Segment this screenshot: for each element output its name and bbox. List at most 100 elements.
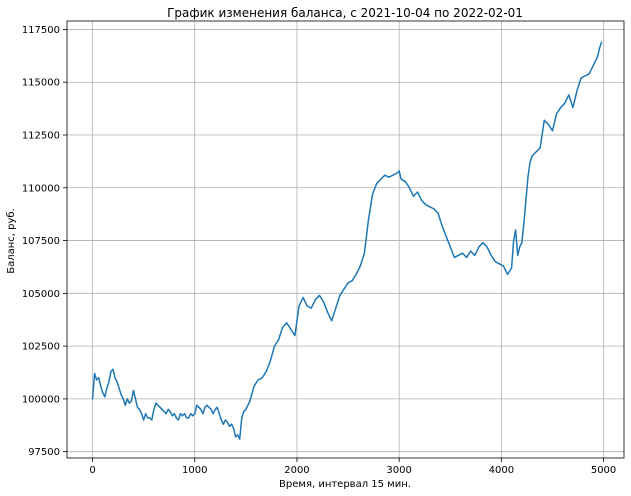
data-point [529, 161, 531, 164]
data-point [110, 370, 112, 373]
data-point [408, 187, 410, 189]
data-point [531, 155, 533, 157]
data-point [600, 41, 603, 43]
data-point [143, 419, 145, 421]
data-point [232, 427, 235, 430]
data-point [245, 408, 247, 411]
data-point [376, 182, 378, 185]
data-point [145, 413, 147, 415]
data-point [188, 417, 190, 419]
data-point [218, 413, 220, 415]
data-point [584, 75, 586, 77]
data-point [474, 254, 476, 256]
data-point [206, 404, 208, 406]
data-point [147, 417, 149, 419]
data-point [539, 147, 541, 149]
data-point [175, 417, 177, 419]
data-point [282, 326, 284, 328]
x-tick-label: 1000 [182, 465, 207, 476]
data-point [525, 199, 527, 202]
data-point [318, 294, 321, 297]
data-point [261, 377, 263, 379]
data-point [224, 419, 227, 421]
data-point [523, 223, 525, 225]
data-point [517, 254, 519, 256]
data-point [441, 225, 443, 227]
data-point [314, 299, 316, 301]
data-point [580, 77, 582, 79]
data-point [482, 242, 484, 244]
data-point [98, 377, 100, 379]
data-point [226, 421, 229, 423]
data-point [132, 389, 135, 392]
data-point [466, 256, 468, 259]
data-point [298, 305, 300, 307]
data-point [400, 178, 402, 180]
data-point [398, 170, 400, 172]
data-point [212, 413, 214, 415]
data-point [243, 410, 245, 413]
data-point [437, 212, 439, 214]
data-point [116, 381, 118, 383]
y-tick-label: 97500 [28, 447, 60, 458]
data-point [190, 413, 192, 415]
data-point [327, 311, 329, 313]
data-point [425, 204, 427, 206]
data-point [96, 379, 98, 381]
data-point [149, 417, 151, 419]
data-point [138, 408, 141, 411]
data-point [183, 413, 186, 415]
y-tick-label: 117500 [22, 25, 60, 36]
series-layer [91, 41, 603, 440]
data-point [91, 398, 94, 400]
data-point [228, 425, 231, 427]
data-point [126, 398, 128, 400]
data-point [588, 73, 590, 75]
data-point [237, 434, 239, 436]
data-point [273, 345, 276, 347]
data-point [159, 406, 161, 408]
data-point [560, 106, 562, 109]
data-point [93, 372, 96, 375]
data-point [498, 263, 500, 265]
y-tick-label: 107500 [22, 236, 60, 247]
data-point [527, 176, 529, 178]
data-point [157, 404, 159, 406]
data-point [177, 419, 179, 421]
data-point [153, 408, 155, 411]
data-point [134, 398, 137, 400]
data-point [519, 246, 521, 248]
x-tick-label: 2000 [284, 465, 309, 476]
data-point [265, 370, 267, 373]
data-point [384, 174, 386, 176]
data-point [112, 368, 114, 370]
data-point [141, 413, 143, 415]
data-point [290, 328, 292, 330]
data-point [230, 423, 233, 425]
data-point [136, 406, 139, 408]
data-point [249, 400, 251, 402]
data-point [155, 402, 157, 404]
data-point [388, 176, 390, 178]
data-point [120, 394, 122, 396]
data-point [596, 56, 599, 58]
data-point [363, 252, 366, 254]
data-point [118, 387, 120, 389]
data-point [396, 172, 398, 174]
data-point [192, 415, 194, 417]
data-point [196, 404, 198, 406]
data-point [433, 208, 435, 210]
data-point [355, 273, 357, 275]
y-tick-label: 102500 [22, 342, 60, 353]
data-point [576, 90, 578, 92]
data-point [461, 252, 464, 254]
data-point [380, 178, 382, 180]
data-point [302, 296, 304, 299]
data-point [241, 417, 243, 419]
data-point [216, 406, 218, 408]
data-point [169, 410, 171, 413]
x-tick-label: 0 [89, 465, 95, 476]
data-point [351, 280, 353, 282]
data-point [204, 406, 206, 408]
